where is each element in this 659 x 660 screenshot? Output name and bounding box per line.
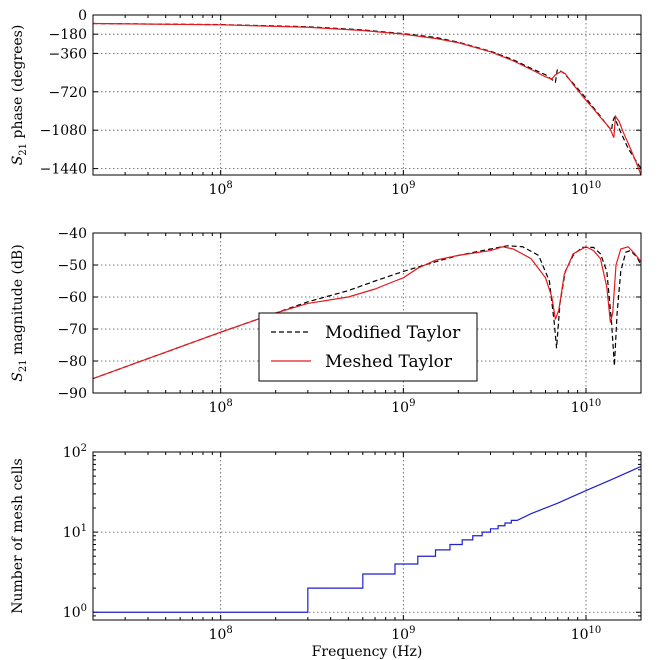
- legend-box: [258, 312, 478, 382]
- series-line-meshed-taylor: [93, 246, 641, 380]
- x-tick-label: 109: [391, 625, 415, 643]
- series-line-modified-taylor: [93, 22, 641, 169]
- x-tick-label: 109: [391, 398, 415, 416]
- y-tick-label: 100: [63, 603, 87, 621]
- y-tick-label: −80: [57, 354, 87, 370]
- y-tick-label: −1440: [40, 162, 87, 178]
- phase-panel: 108 109 1010 0 −180 −360 −720 −1080 −1440 S21 pha…: [10, 8, 642, 198]
- plot-frame: [92, 232, 642, 394]
- y-tick-label: −360: [49, 46, 87, 62]
- legend-label: Meshed Taylor: [325, 352, 453, 372]
- plot-frame: [92, 451, 642, 621]
- y-tick-label: −50: [57, 258, 87, 274]
- series-line-meshed-taylor: [93, 22, 641, 175]
- y-axis-label: S21 phase (degrees): [10, 25, 29, 166]
- x-tick-label: 1010: [571, 180, 602, 198]
- y-tick-label: −180: [49, 27, 87, 43]
- y-tick-label: −90: [57, 386, 87, 402]
- y-tick-label: 101: [63, 523, 87, 541]
- y-tick-label: −1080: [40, 123, 87, 139]
- y-tick-label: 0: [78, 8, 87, 24]
- legend: Modified Taylor Meshed Taylor: [258, 312, 478, 382]
- magnitude-panel: 108 109 1010 −40 −50 −60 −70 −80 −90 S21 magnitud…: [10, 226, 642, 416]
- y-axis-label: S21 magnitude (dB): [10, 244, 29, 381]
- y-tick-label: −60: [57, 290, 87, 306]
- x-tick-label: 108: [209, 180, 233, 198]
- y-axis-label: Number of mesh cells: [10, 458, 26, 613]
- mesh-cells-panel: 108 109 1010 100 101 102 Number of mesh cells F…: [10, 443, 642, 660]
- series-line-mesh-cells: [93, 465, 641, 613]
- x-axis-label: Frequency (Hz): [312, 644, 423, 660]
- y-tick-label: −40: [57, 226, 87, 242]
- x-tick-label: 108: [209, 398, 233, 416]
- legend-label: Modified Taylor: [325, 323, 461, 343]
- x-tick-label: 109: [391, 180, 415, 198]
- y-tick-label: 102: [63, 443, 87, 461]
- x-tick-label: 1010: [571, 398, 602, 416]
- y-tick-label: −70: [57, 322, 87, 338]
- x-tick-label: 1010: [571, 625, 602, 643]
- x-tick-label: 108: [209, 625, 233, 643]
- series-line-modified-taylor: [93, 245, 641, 380]
- y-tick-label: −720: [49, 85, 87, 101]
- plot-frame: [92, 14, 642, 176]
